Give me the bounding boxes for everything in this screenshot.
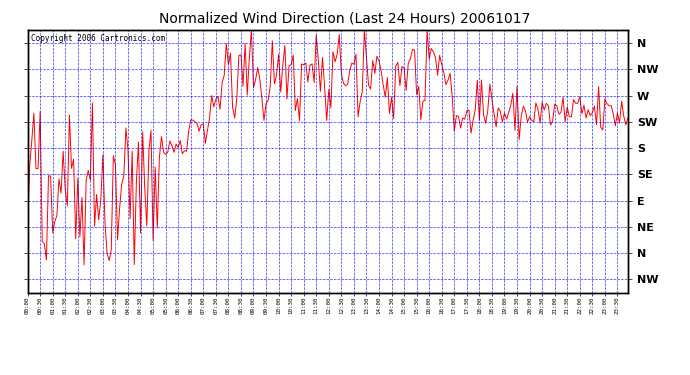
Text: Copyright 2006 Cartronics.com: Copyright 2006 Cartronics.com [30, 34, 165, 43]
Text: Normalized Wind Direction (Last 24 Hours) 20061017: Normalized Wind Direction (Last 24 Hours… [159, 11, 531, 25]
